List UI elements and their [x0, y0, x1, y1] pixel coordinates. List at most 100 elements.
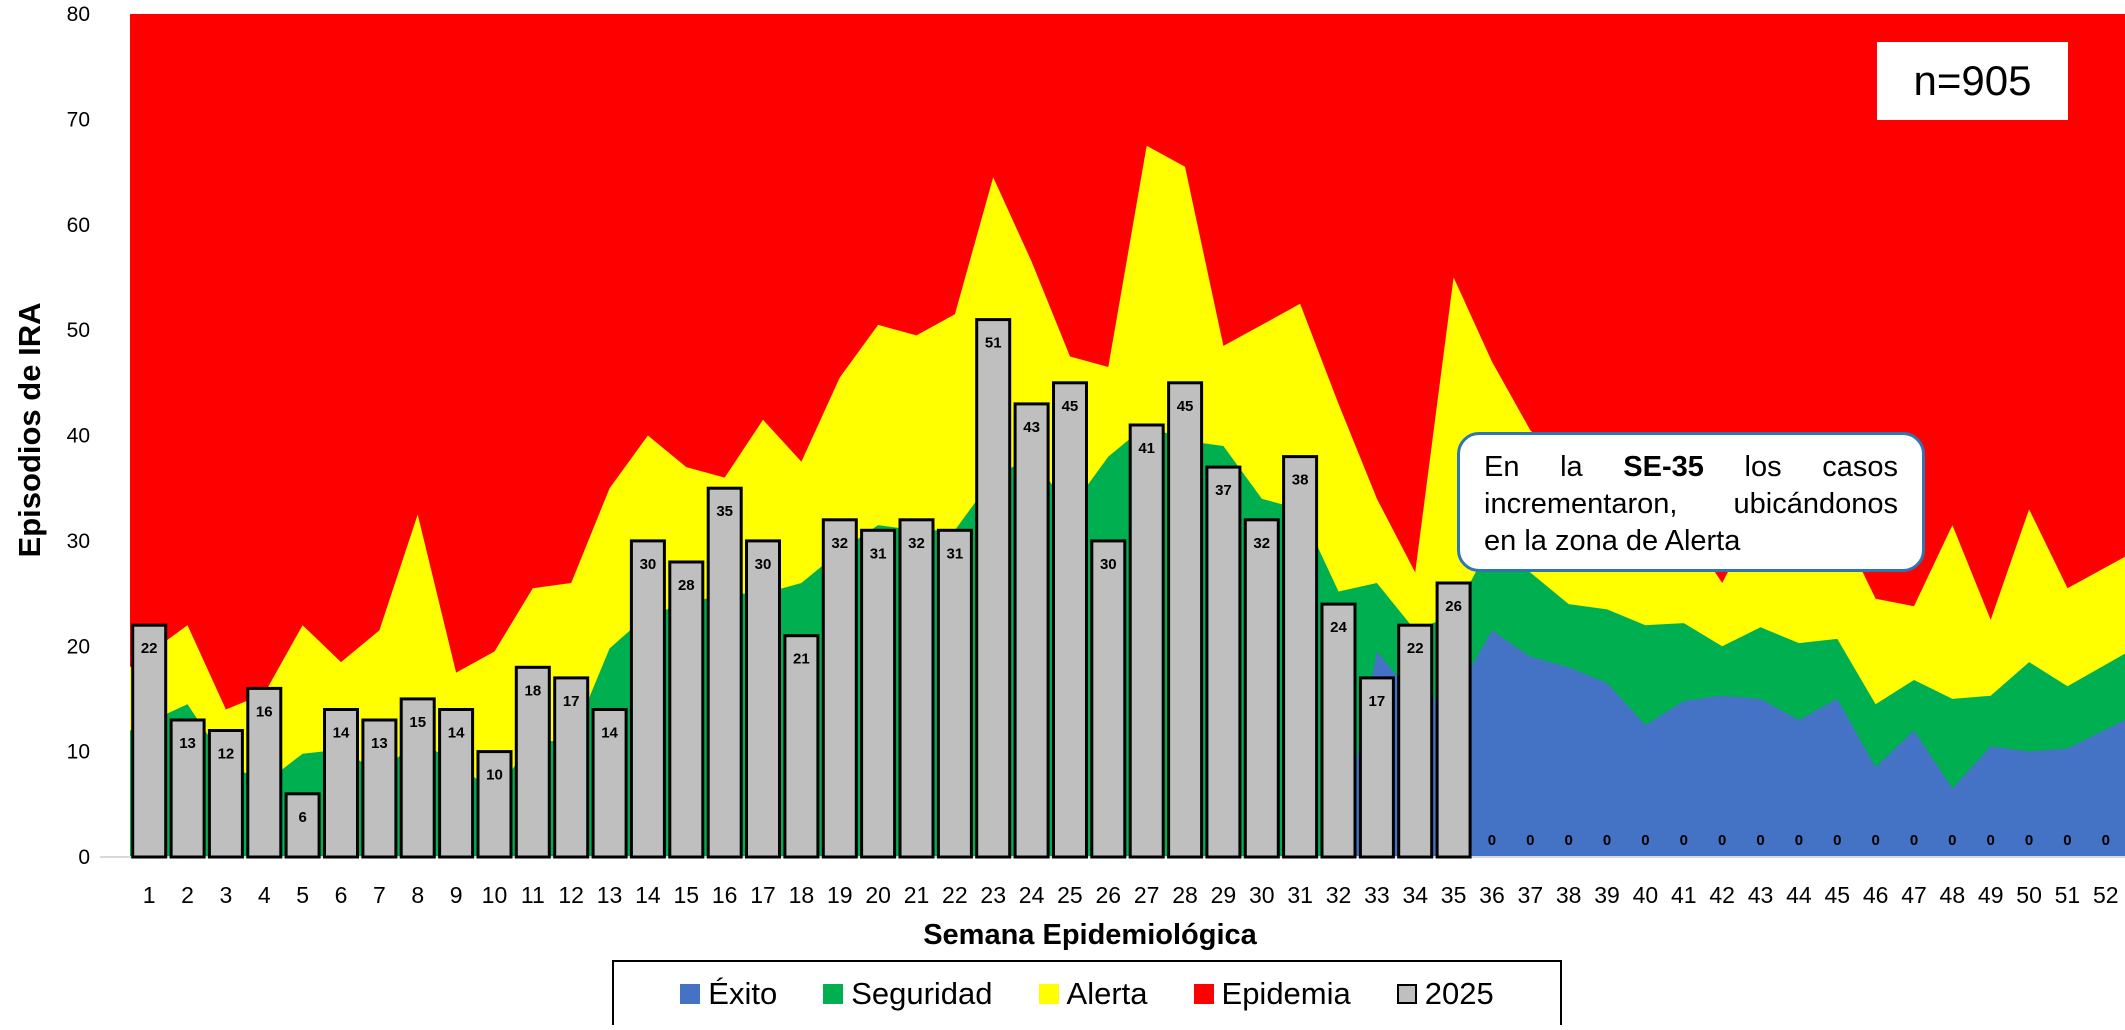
bar-2025: [1243, 518, 1280, 859]
x-tick-label: 37: [1518, 882, 1544, 908]
legend-label: Seguridad: [851, 975, 993, 1011]
bar-2025: [1435, 581, 1472, 859]
x-tick-label: 19: [827, 882, 853, 908]
bar-2025: [1282, 455, 1319, 859]
bar-value-label: 51: [985, 335, 1002, 352]
x-tick-label: 15: [674, 882, 700, 908]
bar-2025: [246, 686, 283, 859]
x-tick-label: 22: [942, 882, 968, 908]
x-tick-label: 33: [1364, 882, 1390, 908]
annotation-word: la: [1560, 451, 1583, 483]
legend-swatch-exito: [680, 983, 701, 1004]
legend-label: 2025: [1424, 975, 1494, 1011]
annotation-line-2: incrementaron, ubicándonos: [1484, 486, 1898, 523]
x-tick-label: 25: [1057, 882, 1083, 908]
x-tick-label: 2: [181, 882, 194, 908]
bar-value-label: 21: [793, 651, 810, 668]
bar-value-label: 32: [908, 535, 925, 552]
bar-2025: [898, 518, 935, 859]
bar-2025: [936, 528, 973, 859]
bar-value-label: 0: [1795, 832, 1803, 849]
x-tick-label: 42: [1709, 882, 1735, 908]
bar-value-label: 0: [1871, 832, 1879, 849]
x-tick-label: 41: [1671, 882, 1697, 908]
legend-item-seguridad: Seguridad: [823, 975, 993, 1012]
x-tick-label: 39: [1594, 882, 1620, 908]
x-tick-label: 20: [865, 882, 891, 908]
bar-value-label: 18: [524, 682, 541, 699]
bar-value-label: 41: [1138, 440, 1155, 457]
bar-value-label: 13: [371, 735, 388, 752]
y-tick-label: 80: [67, 3, 90, 26]
y-tick-label: 0: [78, 846, 90, 869]
x-tick-label: 17: [750, 882, 776, 908]
bar-value-label: 45: [1177, 398, 1194, 415]
bar-2025: [207, 729, 244, 859]
x-tick-label: 18: [789, 882, 815, 908]
bar-value-label: 0: [2102, 832, 2110, 849]
x-tick-label: 49: [1978, 882, 2004, 908]
annotation-highlight: SE-35: [1623, 451, 1704, 483]
bar-2025: [1167, 381, 1204, 859]
bar-value-label: 12: [218, 746, 235, 763]
bar-value-label: 43: [1023, 419, 1040, 436]
bar-value-label: 37: [1215, 482, 1232, 499]
y-tick-label: 40: [67, 425, 90, 448]
bar-value-label: 22: [141, 640, 158, 657]
bar-value-label: 0: [1833, 832, 1841, 849]
x-tick-label: 12: [558, 882, 584, 908]
legend-item-alerta: Alerta: [1038, 975, 1148, 1012]
bar-value-label: 30: [755, 556, 772, 573]
bar-2025: [1128, 423, 1165, 859]
legend: Éxito Seguridad Alerta Epidemia 2025: [612, 960, 1562, 1025]
bar-value-label: 35: [716, 503, 733, 520]
x-tick-label: 43: [1748, 882, 1774, 908]
bar-value-label: 0: [1718, 832, 1726, 849]
x-tick-label: 23: [980, 882, 1006, 908]
annotation-word: los: [1744, 451, 1782, 483]
annotation-line-1: En la SE-35 los casos: [1484, 449, 1898, 486]
x-tick-label: 51: [2055, 882, 2081, 908]
x-tick-label: 11: [521, 882, 545, 908]
x-tick-label: 50: [2016, 882, 2042, 908]
bar-value-label: 16: [256, 703, 273, 720]
zone-area-exito: [130, 630, 2125, 857]
bar-value-label: 0: [1910, 832, 1918, 849]
bar-2025: [1397, 623, 1434, 859]
x-tick-label: 31: [1287, 882, 1313, 908]
bar-value-label: 14: [601, 725, 618, 742]
x-tick-label: 30: [1249, 882, 1275, 908]
bar-value-label: 0: [1680, 832, 1688, 849]
legend-label: Alerta: [1066, 975, 1148, 1011]
bar-2025: [1320, 602, 1357, 859]
annotation-callout: En la SE-35 los casos incrementaron, ubi…: [1457, 432, 1925, 572]
y-tick-label: 20: [67, 635, 90, 658]
bar-value-label: 15: [409, 714, 426, 731]
legend-label: Epidemia: [1221, 975, 1351, 1011]
bar-value-label: 31: [870, 545, 887, 562]
bar-value-label: 24: [1330, 619, 1347, 636]
bar-value-label: 26: [1445, 598, 1462, 615]
x-tick-label: 29: [1211, 882, 1237, 908]
x-tick-label: 45: [1824, 882, 1850, 908]
bar-2025: [706, 486, 743, 859]
x-tick-label: 7: [373, 882, 386, 908]
bar-value-label: 0: [2063, 832, 2071, 849]
bar-value-label: 30: [1100, 556, 1117, 573]
bar-value-label: 13: [179, 735, 196, 752]
x-tick-label: 6: [335, 882, 348, 908]
x-tick-label: 3: [220, 882, 233, 908]
y-axis-title: Episodios de IRA: [12, 303, 47, 558]
bar-value-label: 0: [1756, 832, 1764, 849]
x-tick-label: 9: [450, 882, 463, 908]
x-tick-label: 16: [712, 882, 738, 908]
legend-swatch-alerta: [1038, 983, 1059, 1004]
bar-value-label: 28: [678, 577, 695, 594]
x-tick-label: 24: [1019, 882, 1045, 908]
bar-2025: [1052, 381, 1088, 859]
bar-2025: [361, 718, 398, 859]
bar-2025: [668, 560, 705, 859]
x-tick-label: 10: [482, 882, 508, 908]
x-axis-title: Semana Epidemiológica: [923, 919, 1257, 951]
